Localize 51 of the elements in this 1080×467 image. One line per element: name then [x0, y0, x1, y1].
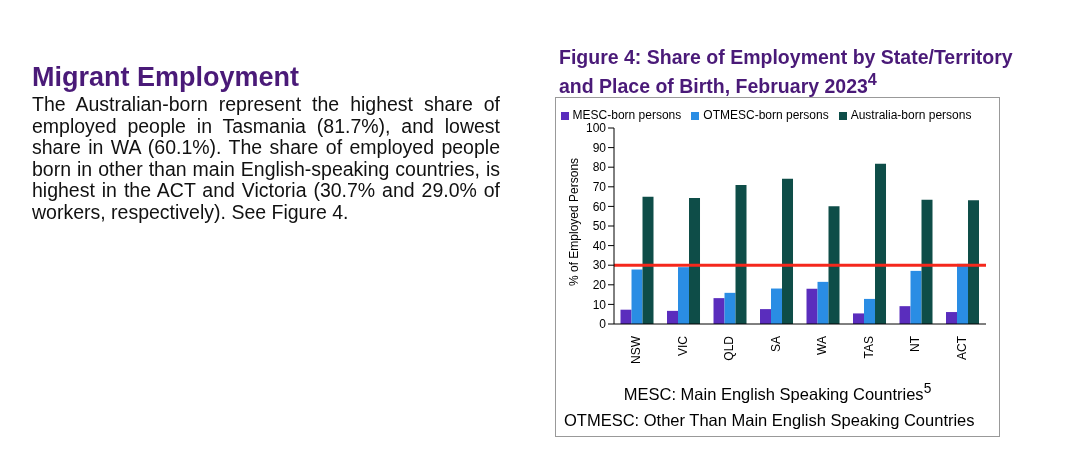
x-tick-label: SA	[768, 336, 783, 353]
bar	[689, 197, 701, 324]
text: Migrant Employment	[32, 61, 301, 94]
text: The Australian-born represent the highest share of employed people in Tasmania (81.7%), and lowest share in WA (60.1%). The share of employed people born in other than main English-speaking countries, is highest in the ACT and Victoria (30.7% and 29.0% of workers, respectively). See Figure 4.	[32, 93, 500, 223]
y-tick-label: 10	[592, 297, 607, 312]
bar	[921, 199, 933, 324]
x-tick-label: ACT	[954, 335, 969, 360]
x-tick-label: VIC	[675, 335, 690, 357]
y-tick-label: 70	[592, 180, 607, 195]
y-tick-label: 60	[592, 199, 607, 214]
bar	[735, 185, 747, 324]
y-axis-title: % of Employed Persons	[567, 157, 582, 286]
x-tick-label: WA	[815, 336, 830, 355]
x-tick-label: TAS	[861, 336, 876, 359]
legend-label: OTMESC-born persons	[703, 108, 829, 122]
bar	[806, 288, 818, 324]
bar	[864, 298, 876, 324]
bar	[817, 281, 829, 324]
legend-label: MESC-born persons	[572, 108, 682, 122]
bar	[631, 269, 643, 324]
bar	[910, 270, 922, 324]
bar	[760, 309, 772, 324]
bar	[875, 163, 887, 324]
y-tick-label: 50	[592, 219, 607, 234]
bar	[946, 312, 958, 324]
bar	[899, 306, 911, 324]
y-tick-label: 80	[592, 160, 607, 175]
x-tick-label: NT	[908, 335, 923, 352]
bar	[771, 288, 783, 324]
bar	[853, 313, 865, 324]
y-tick-label: 40	[592, 238, 607, 253]
bar	[642, 196, 654, 324]
text: MESC: Main English Speaking Countries$^{5}$	[622, 380, 933, 405]
bar	[678, 267, 690, 324]
bar	[828, 206, 840, 324]
y-tick-label: 0	[599, 317, 607, 332]
text: OTMESC: Other Than Main English Speaking Countries	[563, 409, 976, 431]
x-tick-label: QLD	[722, 335, 737, 361]
x-tick-label: NSW	[629, 335, 644, 364]
y-tick-label: 90	[592, 140, 607, 155]
y-tick-label: 30	[592, 258, 607, 273]
bar	[724, 292, 736, 324]
bar	[968, 200, 980, 324]
bar	[782, 178, 794, 324]
bar	[620, 309, 632, 324]
chart-title: Figure 4: Share of Employment by State/Territory and Place of Birth, February 2023$^{4}$	[559, 46, 1014, 97]
y-tick-label: 20	[592, 278, 607, 293]
bar	[667, 310, 679, 324]
y-tick-label: 100	[585, 121, 607, 136]
legend-label: Australia-born persons	[850, 108, 972, 122]
bar	[713, 298, 725, 324]
